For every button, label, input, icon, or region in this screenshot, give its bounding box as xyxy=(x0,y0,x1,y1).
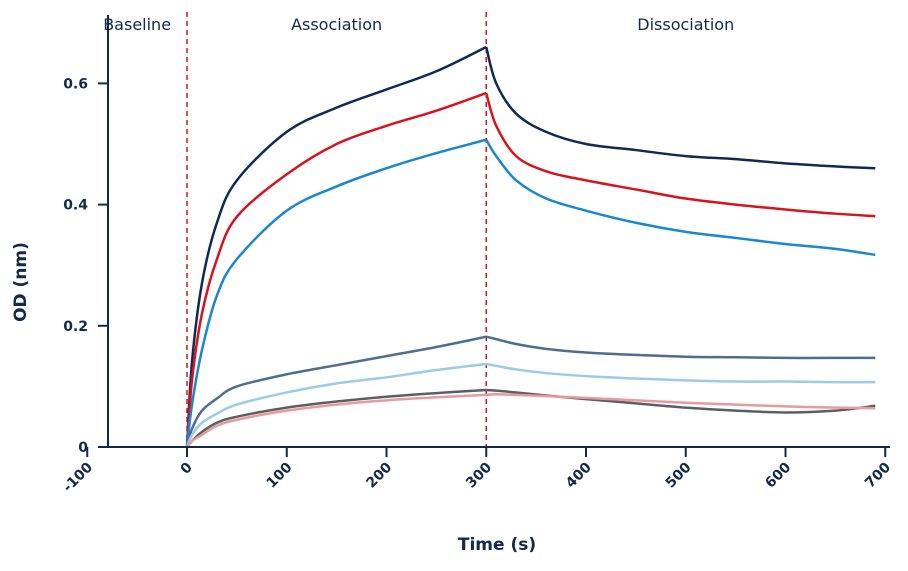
x-tick-label: 400 xyxy=(563,459,595,491)
x-tick-label: 700 xyxy=(862,459,894,491)
x-tick-label: -100 xyxy=(60,459,96,495)
x-tick-label: 200 xyxy=(363,459,395,491)
series-line-6 xyxy=(186,388,876,448)
series-line-5 xyxy=(185,362,876,448)
y-tick-label: 0.2 xyxy=(63,319,88,335)
y-tick-label: 0.6 xyxy=(63,76,88,92)
y-tick-label: 0 xyxy=(78,440,88,456)
y-tick-label: 0.4 xyxy=(63,198,88,214)
x-axis-label: Time (s) xyxy=(458,535,536,555)
phase-label: Baseline xyxy=(103,15,171,34)
x-tick-label: 600 xyxy=(762,459,794,491)
series-line-2 xyxy=(185,91,876,448)
y-axis-label: OD (nm) xyxy=(11,242,31,322)
x-tick-label: 100 xyxy=(264,459,296,491)
phase-label: Dissociation xyxy=(637,15,734,34)
x-tick-label: 300 xyxy=(463,459,495,491)
x-tick-label: 500 xyxy=(663,459,695,491)
series-line-3 xyxy=(185,138,876,448)
phase-label: Association xyxy=(291,15,382,34)
x-tick-label: 0 xyxy=(178,459,196,477)
series-line-7 xyxy=(186,393,876,448)
series-line-4 xyxy=(185,335,876,448)
series-line-1 xyxy=(185,45,876,448)
